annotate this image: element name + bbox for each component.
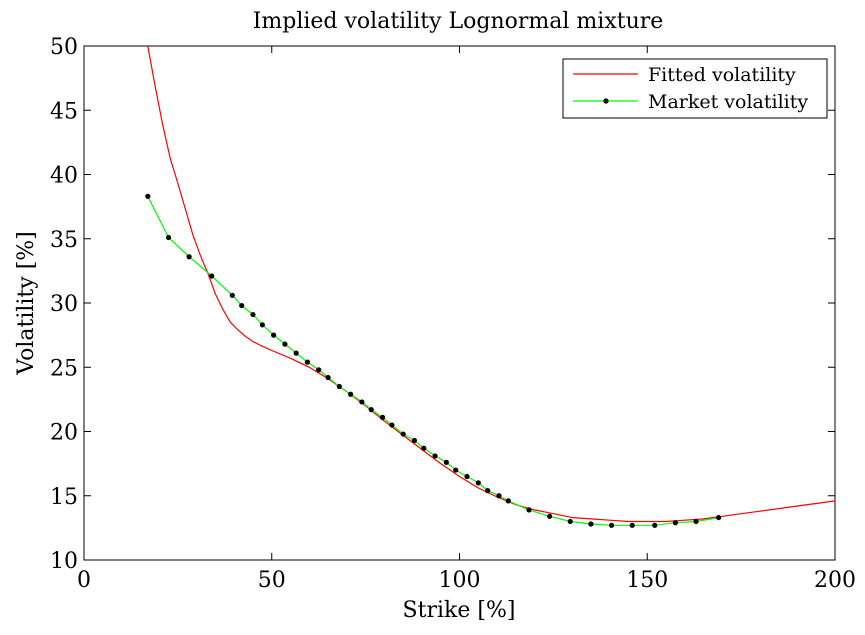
legend-label-market: Market volatility [648,91,808,113]
y-tick-label: 50 [50,35,78,60]
data-point [432,453,438,459]
data-point [526,507,532,513]
data-point [316,367,322,373]
y-tick-label: 20 [50,421,78,446]
data-point [652,522,658,528]
data-point [421,445,427,451]
chart-title: Implied volatility Lognormal mixture [253,9,664,34]
data-point [505,498,511,504]
data-point [239,302,245,309]
series-markers [145,193,722,528]
data-point [453,467,459,473]
data-point [400,431,406,437]
data-point [411,437,418,444]
data-point [250,311,256,318]
legend-label-fitted: Fitted volatility [648,64,796,86]
x-tick-label: 0 [77,568,91,593]
data-point [588,521,594,527]
data-point [359,399,365,405]
y-tick-label: 15 [50,485,78,510]
data-point [379,414,386,420]
data-point [293,350,299,356]
data-point [304,359,311,365]
data-point [547,513,553,519]
data-point [715,514,722,521]
y-tick-label: 40 [50,164,78,189]
data-point [259,322,265,328]
legend-marker-market [603,98,609,104]
data-point [496,493,502,499]
data-point [608,522,615,528]
data-point [325,374,331,381]
y-tick-label: 45 [50,99,78,124]
x-tick-label: 150 [626,568,668,593]
data-point [209,273,215,279]
data-point [672,520,679,526]
data-point [282,341,288,347]
data-point [443,459,449,465]
y-tick-label: 30 [50,292,78,317]
data-point [145,193,151,199]
y-tick-label: 35 [50,228,78,253]
data-point [693,518,699,525]
legend: Fitted volatility Market volatility [562,58,828,119]
data-point [629,522,635,528]
data-point [348,391,354,397]
plot-area [83,45,836,561]
data-point [186,254,192,260]
y-tick-label: 10 [50,549,78,574]
x-tick-label: 50 [258,568,286,593]
data-point [229,292,235,298]
data-point [165,234,172,241]
data-point [336,383,342,390]
data-point [389,422,395,428]
data-point [567,518,573,525]
data-point [368,407,374,413]
data-point [271,332,277,338]
x-axis-title: Strike [%] [403,598,516,623]
data-point [464,473,470,480]
x-tick-label: 200 [814,568,856,593]
x-tick-label: 100 [439,568,481,593]
y-axis-title: Volatility [%] [14,231,39,376]
data-point [485,488,491,494]
axis-ticks: 0 50 100 150 200 10 15 20 25 30 35 40 45 50 [50,35,856,593]
y-tick-label: 25 [50,356,78,381]
legend-box [562,58,828,119]
data-point [475,480,481,486]
